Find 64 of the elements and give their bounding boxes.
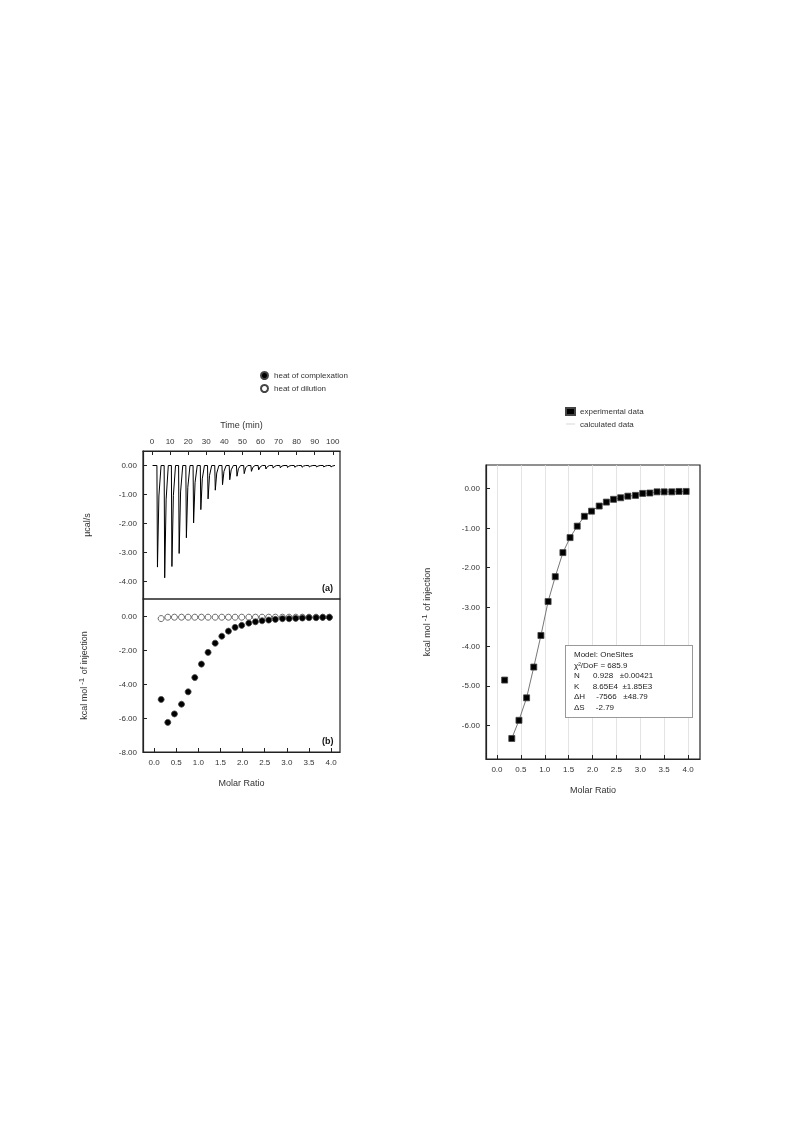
annotation: K 8.65E4 ±1.85E3 [574,681,654,692]
annotation: ΔS -2.79 [574,702,616,713]
x-tick-label: 40 [219,436,230,446]
y-tick-label: -1.00 [118,490,138,500]
legend-label: experimental data [580,407,645,416]
y-tick-label: -1.00 [461,523,481,533]
x-tick-label: 1.0 [192,757,205,767]
legend-label: calculated data [580,419,635,429]
x-tick-label: 2.5 [610,764,623,774]
x-tick-label: 3.0 [634,764,647,774]
y-tick-label: 0.00 [121,611,138,621]
y-tick-label: -2.00 [118,645,138,655]
x-axis-title: Molar Ratio [218,777,265,788]
x-tick-label: 20 [183,436,194,446]
x-tick-label: 1.5 [563,764,575,774]
x-tick-label: 2.5 [259,757,271,767]
y-tick-label: -3.00 [461,602,481,612]
annotation: ΔH -7566 ±48.79 [574,692,649,703]
x-tick-label: 3.0 [281,757,293,767]
y-tick-label: -8.00 [118,747,138,757]
y-tick-label: 0.00 [464,484,481,494]
annotation: (a) [322,582,333,593]
x-tick-label: 60 [256,436,266,446]
x-axis-title: Molar Ratio [569,784,617,795]
x-tick-label: 3.5 [303,757,316,767]
y-tick-label: 0.00 [121,461,138,471]
y-tick-label: -2.00 [461,563,481,573]
x-tick-label: 4.0 [682,764,695,774]
y-axis-title: kcal mol-1 of injection [419,567,432,657]
x-tick-label: 0 [149,436,155,446]
x-tick-label: 0.5 [515,764,527,774]
x-tick-label: 30 [201,436,212,446]
annotation: Model: OneSites [574,650,635,661]
x-tick-label: 50 [237,436,248,446]
y-tick-label: -2.00 [118,519,138,529]
x-tick-label: 4.0 [325,757,338,767]
x-tick-label: 90 [310,436,320,446]
y-tick-label: -6.00 [461,720,481,730]
x-tick-label: 3.5 [658,764,671,774]
x-tick-label: 2.0 [237,757,249,767]
y-tick-label: -4.00 [118,577,138,587]
x-tick-label: 100 [326,436,340,446]
y-axis-title: kcal mol-1 of injection [76,631,89,720]
x-tick-label: 70 [274,436,284,446]
annotation: N 0.928 ±0.00421 [574,671,655,682]
legend-label: heat of dilution [274,384,327,393]
y-tick-label: -5.00 [461,681,481,691]
x-tick-label: 1.5 [214,757,227,767]
x-tick-label: 0.5 [170,757,183,767]
y-tick-label: -4.00 [118,679,138,689]
x-axis-title: Time (min) [220,419,263,430]
y-tick-label: -6.00 [118,713,138,723]
y-axis-title: µcal/s [81,512,92,537]
x-tick-label: 1.0 [539,764,551,774]
x-tick-label: 0.0 [491,764,504,774]
legend-label: heat of complexation [274,371,348,380]
annotation: χ²/DoF = 685.9 [574,660,629,671]
x-tick-label: 10 [165,436,176,446]
x-tick-label: 2.0 [586,764,599,774]
y-tick-label: -3.00 [118,548,138,558]
y-tick-label: -4.00 [461,642,481,652]
annotation: (b) [322,735,334,746]
x-tick-label: 0.0 [148,757,161,767]
x-tick-label: 80 [292,436,302,446]
